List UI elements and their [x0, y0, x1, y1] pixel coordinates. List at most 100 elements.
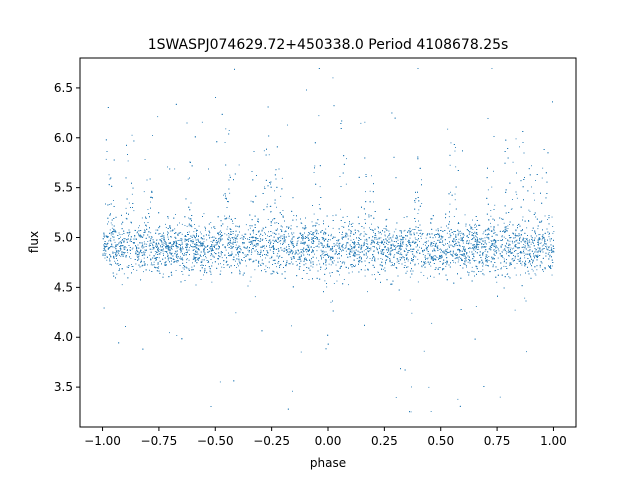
scatter-point: [433, 255, 435, 257]
scatter-point: [455, 257, 457, 259]
scatter-point: [509, 240, 511, 242]
scatter-point: [499, 239, 501, 241]
scatter-point: [345, 233, 347, 235]
scatter-point: [176, 243, 178, 244]
scatter-point: [483, 231, 485, 233]
scatter-point: [135, 253, 137, 255]
scatter-point: [237, 252, 239, 254]
scatter-point: [527, 250, 529, 252]
scatter-point: [212, 262, 213, 264]
scatter-point: [250, 253, 252, 255]
scatter-point: [252, 245, 254, 247]
scatter-point: [533, 255, 535, 257]
scatter-point: [324, 259, 326, 261]
scatter-point: [443, 251, 445, 253]
scatter-point: [534, 199, 535, 201]
scatter-point: [273, 259, 275, 261]
scatter-point: [487, 237, 489, 239]
scatter-point: [376, 247, 377, 249]
scatter-point: [475, 223, 476, 225]
scatter-point: [270, 211, 272, 213]
scatter-point: [514, 237, 516, 239]
scatter-point: [323, 262, 324, 264]
scatter-point: [292, 236, 294, 238]
scatter-point: [529, 254, 531, 256]
scatter-point: [131, 134, 133, 136]
scatter-point: [475, 233, 477, 234]
scatter-point: [181, 240, 183, 242]
scatter-point: [384, 235, 386, 237]
scatter-point: [377, 271, 379, 273]
scatter-point: [402, 243, 404, 245]
scatter-point: [235, 247, 237, 249]
scatter-point: [523, 246, 524, 248]
scatter-point: [326, 286, 328, 288]
scatter-point: [272, 273, 274, 275]
scatter-point: [219, 381, 221, 383]
scatter-point: [552, 226, 554, 227]
scatter-point: [104, 255, 106, 256]
scatter-point: [235, 260, 236, 262]
scatter-point: [348, 284, 349, 286]
scatter-point: [121, 284, 123, 286]
scatter-point: [449, 164, 451, 166]
scatter-point: [405, 254, 407, 256]
scatter-point: [479, 254, 481, 256]
scatter-point: [440, 226, 442, 228]
scatter-point: [389, 259, 391, 261]
scatter-point: [450, 191, 451, 193]
scatter-point: [137, 257, 139, 258]
scatter-point: [414, 263, 416, 265]
scatter-point: [316, 232, 318, 234]
scatter-point: [366, 233, 368, 235]
scatter-point: [482, 240, 484, 242]
scatter-point: [529, 250, 531, 252]
scatter-point: [392, 234, 394, 236]
scatter-point: [311, 237, 313, 239]
scatter-point: [286, 252, 288, 254]
scatter-point: [120, 248, 122, 250]
scatter-point: [238, 164, 240, 166]
scatter-point: [260, 256, 261, 258]
scatter-point: [141, 217, 143, 219]
scatter-point: [226, 228, 228, 230]
scatter-point: [155, 253, 157, 255]
scatter-point: [265, 265, 267, 267]
scatter-point: [329, 272, 331, 274]
scatter-point: [132, 266, 134, 267]
scatter-point: [253, 232, 254, 234]
scatter-point: [465, 248, 466, 250]
scatter-point: [472, 247, 473, 249]
scatter-point: [403, 230, 405, 232]
scatter-point: [149, 269, 150, 271]
scatter-point: [217, 239, 219, 241]
scatter-point: [377, 231, 379, 232]
scatter-point: [444, 262, 446, 263]
scatter-point: [128, 233, 130, 235]
scatter-point: [198, 225, 200, 227]
scatter-point: [136, 269, 138, 271]
scatter-point: [321, 254, 323, 256]
scatter-point: [535, 216, 537, 218]
scatter-point: [290, 252, 291, 254]
scatter-point: [351, 264, 353, 265]
scatter-point: [465, 265, 467, 266]
scatter-point: [476, 236, 477, 238]
scatter-point: [475, 238, 476, 240]
scatter-point: [446, 232, 448, 234]
scatter-point: [430, 265, 432, 267]
scatter-point: [543, 270, 544, 272]
scatter-point: [247, 229, 249, 231]
scatter-point: [418, 229, 420, 231]
scatter-point: [143, 271, 144, 273]
scatter-point: [291, 253, 293, 255]
scatter-point: [389, 261, 391, 263]
scatter-point: [411, 386, 412, 388]
scatter-point: [472, 234, 474, 236]
scatter-point: [484, 237, 486, 239]
scatter-point: [353, 243, 355, 244]
scatter-point: [279, 236, 280, 238]
scatter-point: [322, 253, 324, 254]
scatter-point: [510, 262, 512, 264]
scatter-point: [421, 179, 422, 181]
